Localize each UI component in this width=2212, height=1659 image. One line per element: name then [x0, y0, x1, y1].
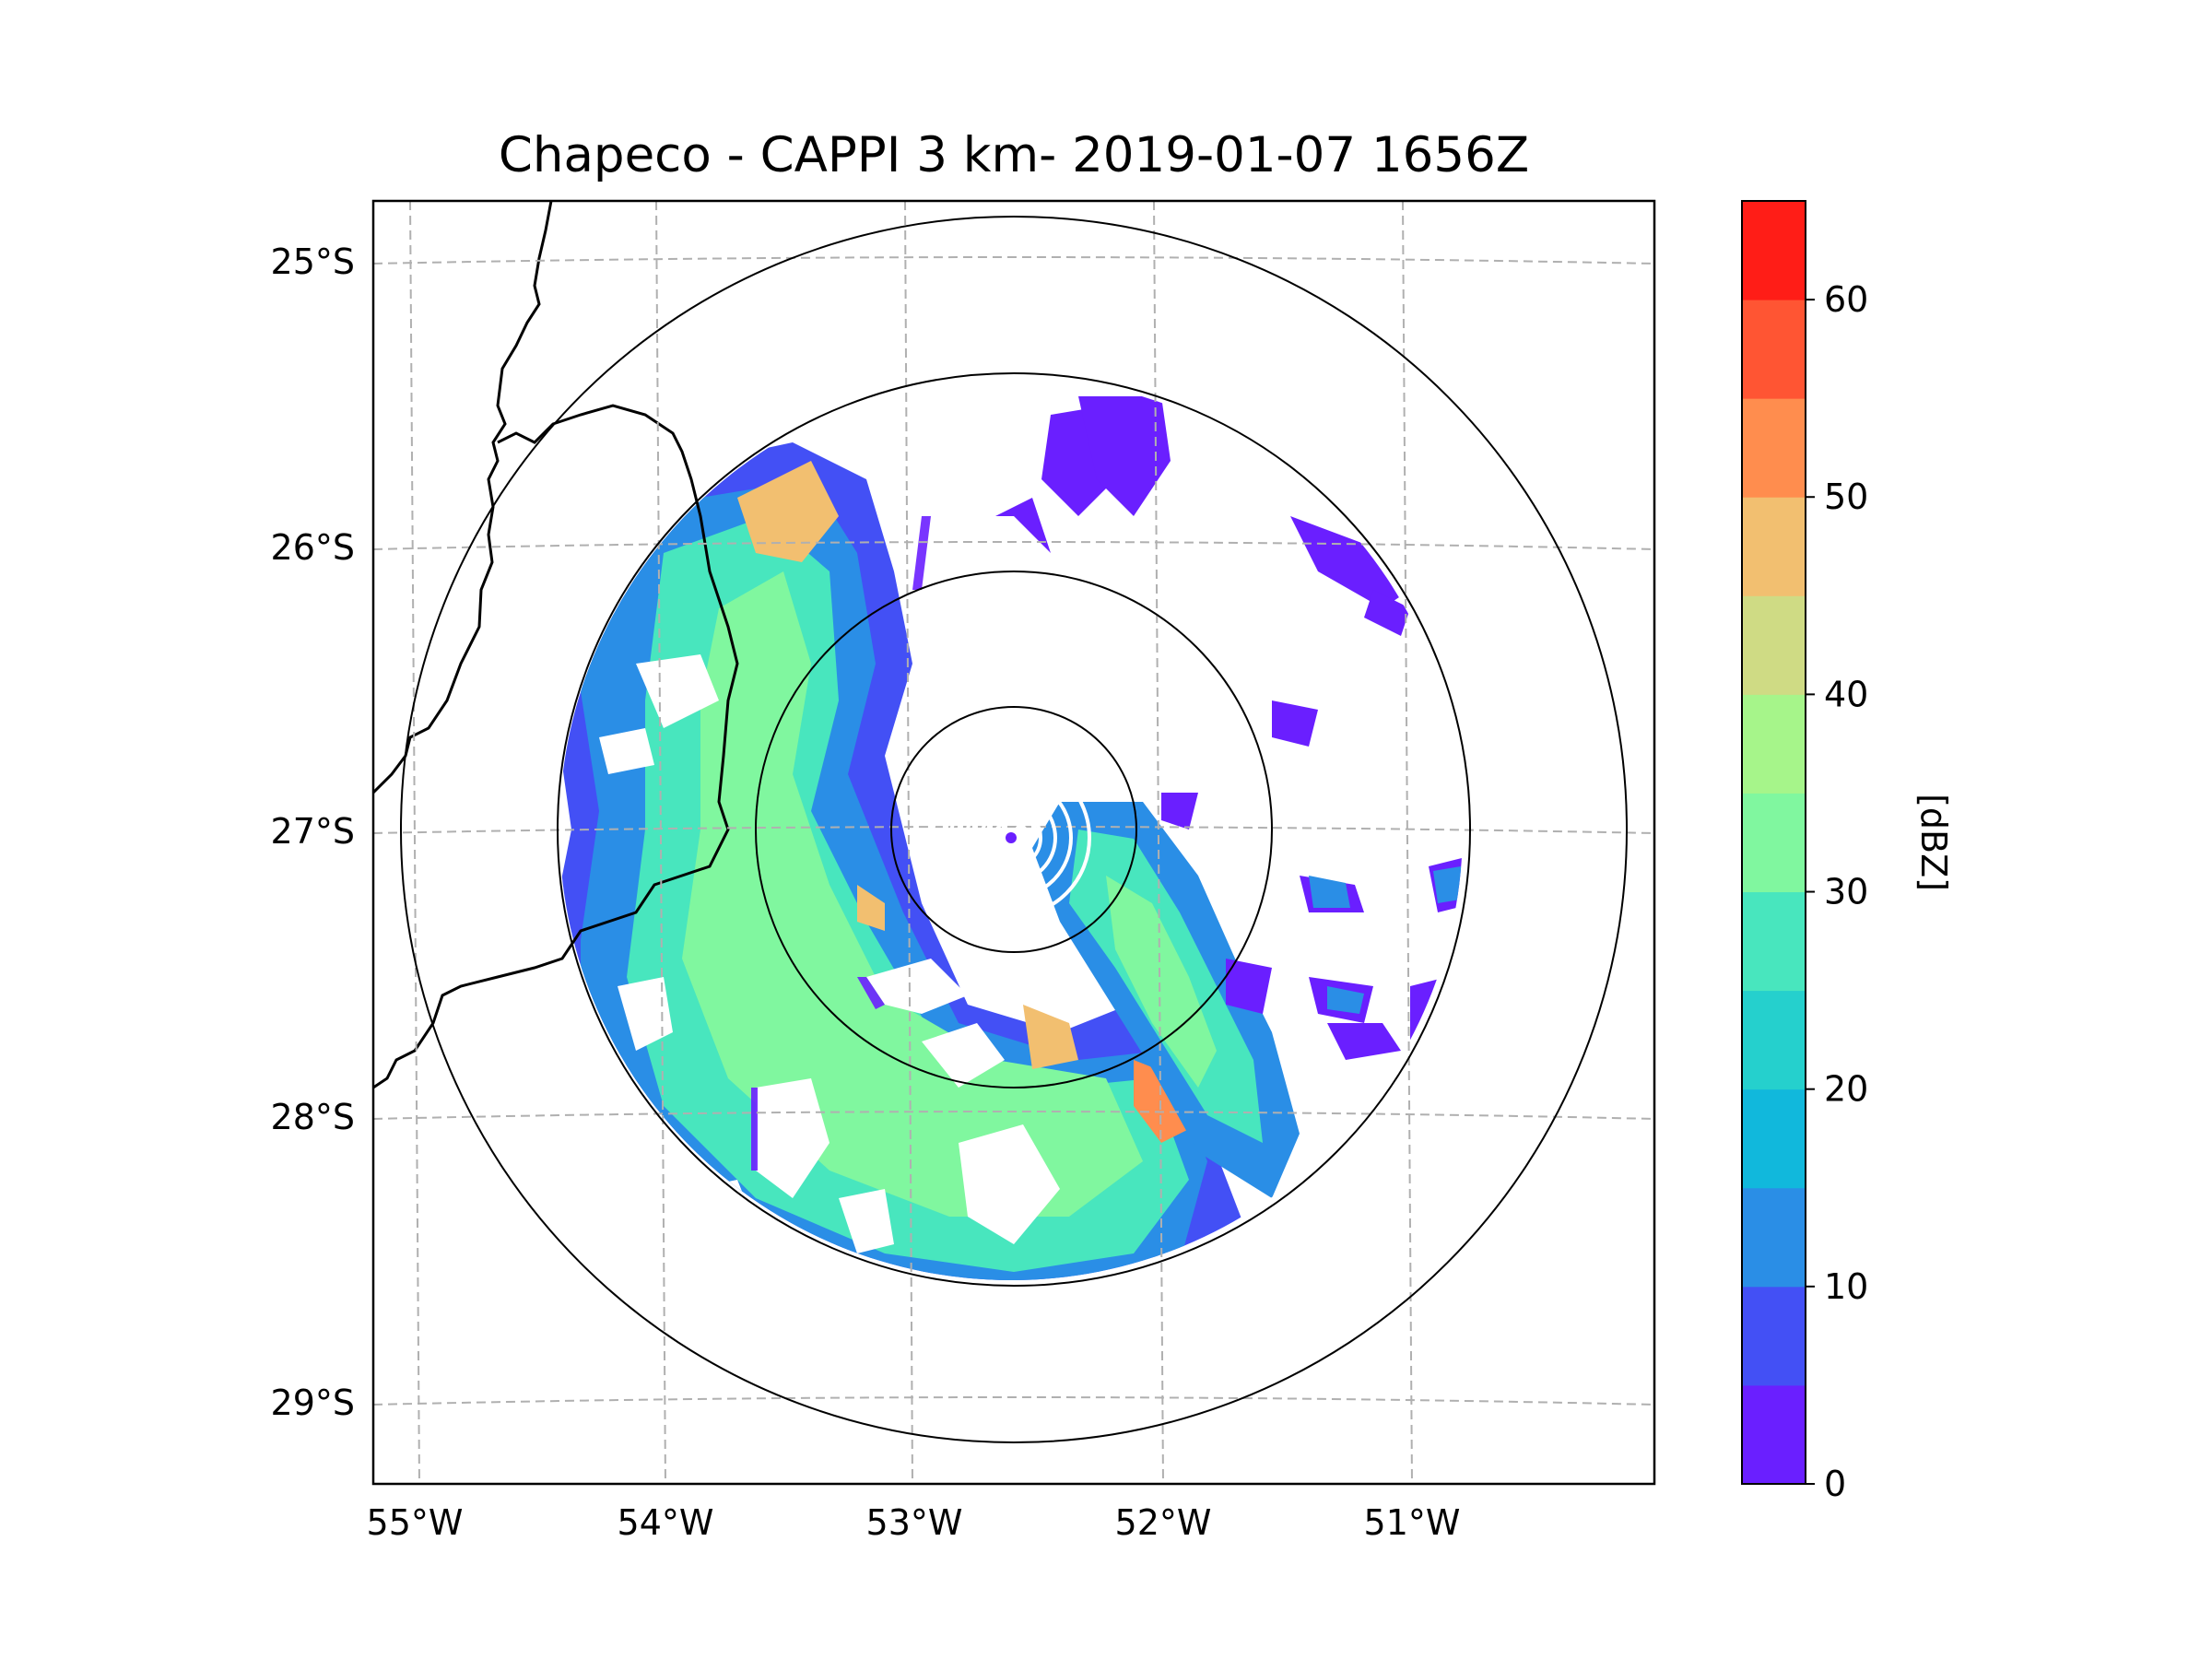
colorbar-tick-label: 50	[1824, 477, 1868, 517]
colorbar-tick-label: 20	[1824, 1069, 1868, 1110]
colorbar-swatch	[1742, 694, 1806, 794]
colorbar-ticks: 0 10 20 30 40 50 60	[1806, 279, 1868, 1504]
colorbar-swatch	[1742, 891, 1806, 992]
colorbar-swatch	[1742, 201, 1806, 300]
figure-title: Chapeco - CAPPI 3 km- 2019-01-07 1656Z	[499, 127, 1529, 183]
reflectivity-field	[559, 396, 1463, 1280]
lon-tick: 52°W	[1115, 1502, 1212, 1543]
colorbar-tick-label: 0	[1824, 1464, 1846, 1504]
range-ring-100km	[890, 706, 1137, 953]
colorbar: 0 10 20 30 40 50 60 [dBZ]	[1741, 200, 1954, 1504]
range-rings	[400, 216, 1628, 1443]
colorbar-tick-label: 40	[1824, 674, 1868, 714]
western-band	[559, 442, 1244, 1280]
range-ring-200km	[755, 571, 1273, 1088]
border-line-west	[373, 201, 553, 794]
colorbar-tick-label: 10	[1824, 1266, 1868, 1307]
colorbar-swatch	[1742, 1187, 1806, 1288]
lat-tick: 25°S	[271, 241, 355, 282]
lon-tick: 55°W	[367, 1502, 464, 1543]
gap-edges	[751, 516, 931, 1171]
lat-tick: 27°S	[271, 811, 355, 852]
lat-tick: 29°S	[271, 1382, 355, 1423]
colorbar-swatch	[1742, 1286, 1806, 1386]
colorbar-swatch	[1742, 1384, 1806, 1485]
colorbar-swatch	[1742, 595, 1806, 695]
map-area	[373, 201, 1654, 1484]
border-line-argentina	[373, 404, 739, 1089]
lon-tick: 51°W	[1364, 1502, 1461, 1543]
range-ring-300km	[557, 372, 1471, 1287]
colorbar-tick-label: 30	[1824, 872, 1868, 912]
colorbar-label: [dBZ]	[1913, 794, 1954, 891]
lat-tick: 26°S	[271, 527, 355, 568]
scattered-echoes-mid	[1309, 866, 1463, 1014]
colorbar-tick-label: 60	[1824, 279, 1868, 320]
lon-tick-labels: 55°W 54°W 53°W 52°W 51°W	[367, 1502, 1461, 1543]
colorbar-swatch	[1742, 497, 1806, 596]
lon-tick: 53°W	[866, 1502, 963, 1543]
eastern-band	[1032, 802, 1300, 1198]
map-frame	[371, 199, 1656, 1486]
colorbar-swatch	[1742, 398, 1806, 498]
radar-site-marker	[1006, 832, 1017, 843]
graticule	[373, 201, 1654, 1484]
lat-tick: 28°S	[271, 1097, 355, 1137]
colorbar-swatches	[1742, 201, 1806, 1485]
colorbar-swatch	[1742, 990, 1806, 1090]
colorbar-swatch	[1742, 1088, 1806, 1189]
lon-tick: 54°W	[618, 1502, 714, 1543]
colorbar-frame	[1741, 200, 1806, 1485]
colorbar-swatch	[1742, 300, 1806, 399]
colorbar-swatch	[1742, 793, 1806, 893]
lat-tick-labels: 25°S 26°S 27°S 28°S 29°S	[271, 241, 355, 1423]
range-ring-400km	[400, 216, 1628, 1443]
